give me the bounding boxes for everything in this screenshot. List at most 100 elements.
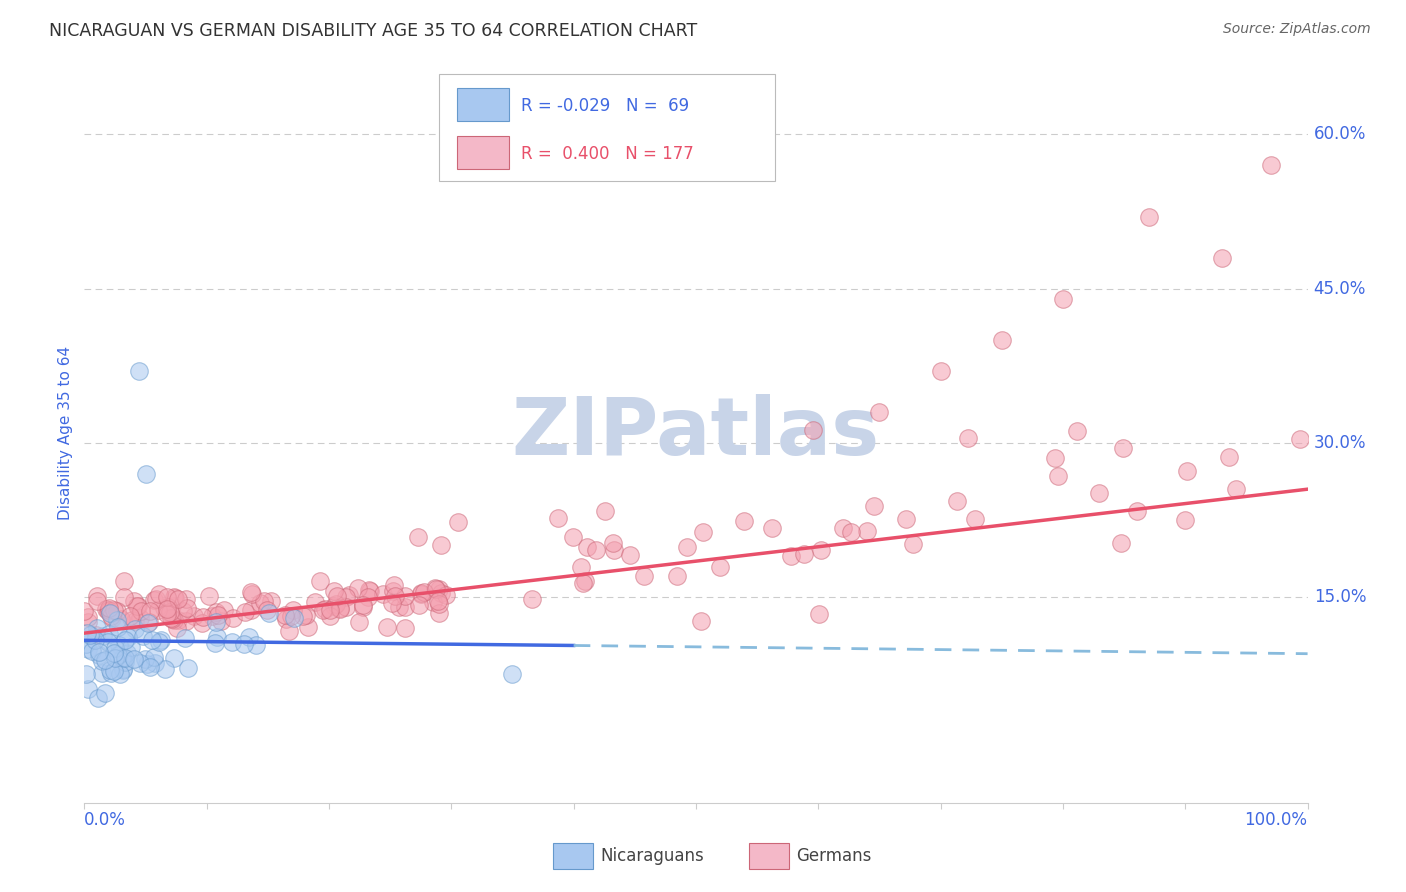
Point	[257, 606, 280, 620]
Point	[427, 606, 450, 620]
Point	[1109, 536, 1132, 550]
Point	[143, 650, 166, 665]
Point	[384, 589, 406, 603]
Point	[121, 613, 143, 627]
Point	[212, 603, 235, 617]
Point	[110, 651, 132, 665]
Point	[869, 405, 891, 419]
Point	[801, 423, 824, 437]
Point	[337, 588, 360, 602]
Point	[576, 540, 599, 554]
Point	[159, 605, 181, 619]
FancyBboxPatch shape	[457, 87, 509, 120]
Point	[138, 615, 160, 629]
Point	[283, 610, 305, 624]
Y-axis label: Disability Age 35 to 64: Disability Age 35 to 64	[58, 345, 73, 520]
Point	[585, 543, 607, 558]
Point	[260, 594, 283, 608]
Point	[733, 514, 755, 528]
Point	[593, 504, 616, 518]
FancyBboxPatch shape	[748, 843, 789, 870]
Point	[426, 593, 449, 607]
FancyBboxPatch shape	[553, 843, 593, 870]
Point	[413, 585, 436, 599]
Point	[856, 524, 879, 538]
Point	[274, 607, 297, 622]
Point	[107, 620, 129, 634]
FancyBboxPatch shape	[439, 73, 776, 181]
Point	[422, 594, 444, 608]
Point	[143, 656, 166, 670]
Point	[434, 588, 457, 602]
Point	[84, 627, 107, 641]
Text: 30.0%: 30.0%	[1313, 434, 1367, 452]
Point	[447, 515, 470, 529]
Point	[139, 659, 162, 673]
Point	[245, 638, 267, 652]
Point	[76, 625, 98, 640]
Point	[547, 510, 569, 524]
Point	[94, 602, 117, 616]
Point	[132, 629, 155, 643]
Point	[619, 548, 641, 562]
Point	[325, 597, 347, 611]
Point	[522, 591, 544, 606]
Point	[136, 616, 159, 631]
Point	[1175, 464, 1198, 478]
Point	[97, 634, 120, 648]
Point	[381, 596, 404, 610]
Text: 100.0%: 100.0%	[1244, 811, 1308, 829]
Point	[84, 632, 107, 647]
Point	[79, 627, 101, 641]
Point	[114, 651, 136, 665]
Point	[408, 530, 430, 544]
Point	[108, 638, 131, 652]
Point	[148, 634, 170, 648]
Point	[105, 604, 128, 618]
Point	[76, 609, 98, 624]
Point	[335, 599, 357, 614]
Point	[110, 612, 132, 626]
Point	[100, 666, 122, 681]
Point	[808, 607, 831, 621]
Point	[1046, 469, 1069, 483]
Point	[427, 597, 450, 611]
Text: 60.0%: 60.0%	[1313, 126, 1367, 144]
Point	[956, 431, 979, 445]
Point	[75, 637, 97, 651]
Point	[86, 589, 108, 603]
Point	[177, 661, 200, 675]
Point	[141, 632, 163, 647]
Point	[991, 333, 1014, 347]
Point	[408, 598, 430, 612]
Text: 45.0%: 45.0%	[1313, 280, 1367, 298]
Point	[77, 642, 100, 657]
Point	[103, 647, 125, 661]
Point	[430, 586, 453, 600]
Point	[75, 666, 97, 681]
Point	[129, 611, 152, 625]
Point	[153, 662, 176, 676]
Point	[112, 574, 135, 589]
Point	[153, 600, 176, 615]
Text: R = -0.029   N =  69: R = -0.029 N = 69	[522, 96, 689, 115]
Point	[839, 524, 862, 539]
Point	[359, 584, 381, 599]
Point	[129, 604, 152, 618]
Point	[91, 654, 114, 668]
Point	[125, 599, 148, 613]
Text: 15.0%: 15.0%	[1313, 588, 1367, 607]
Point	[304, 595, 326, 609]
Point	[98, 603, 121, 617]
Point	[163, 591, 186, 605]
Point	[201, 609, 224, 624]
Point	[148, 587, 170, 601]
Point	[118, 609, 141, 624]
Point	[832, 521, 855, 535]
Point	[160, 599, 183, 614]
Point	[145, 591, 167, 606]
Point	[117, 630, 139, 644]
Point	[163, 651, 186, 665]
Point	[160, 611, 183, 625]
Text: Germans: Germans	[796, 847, 872, 865]
